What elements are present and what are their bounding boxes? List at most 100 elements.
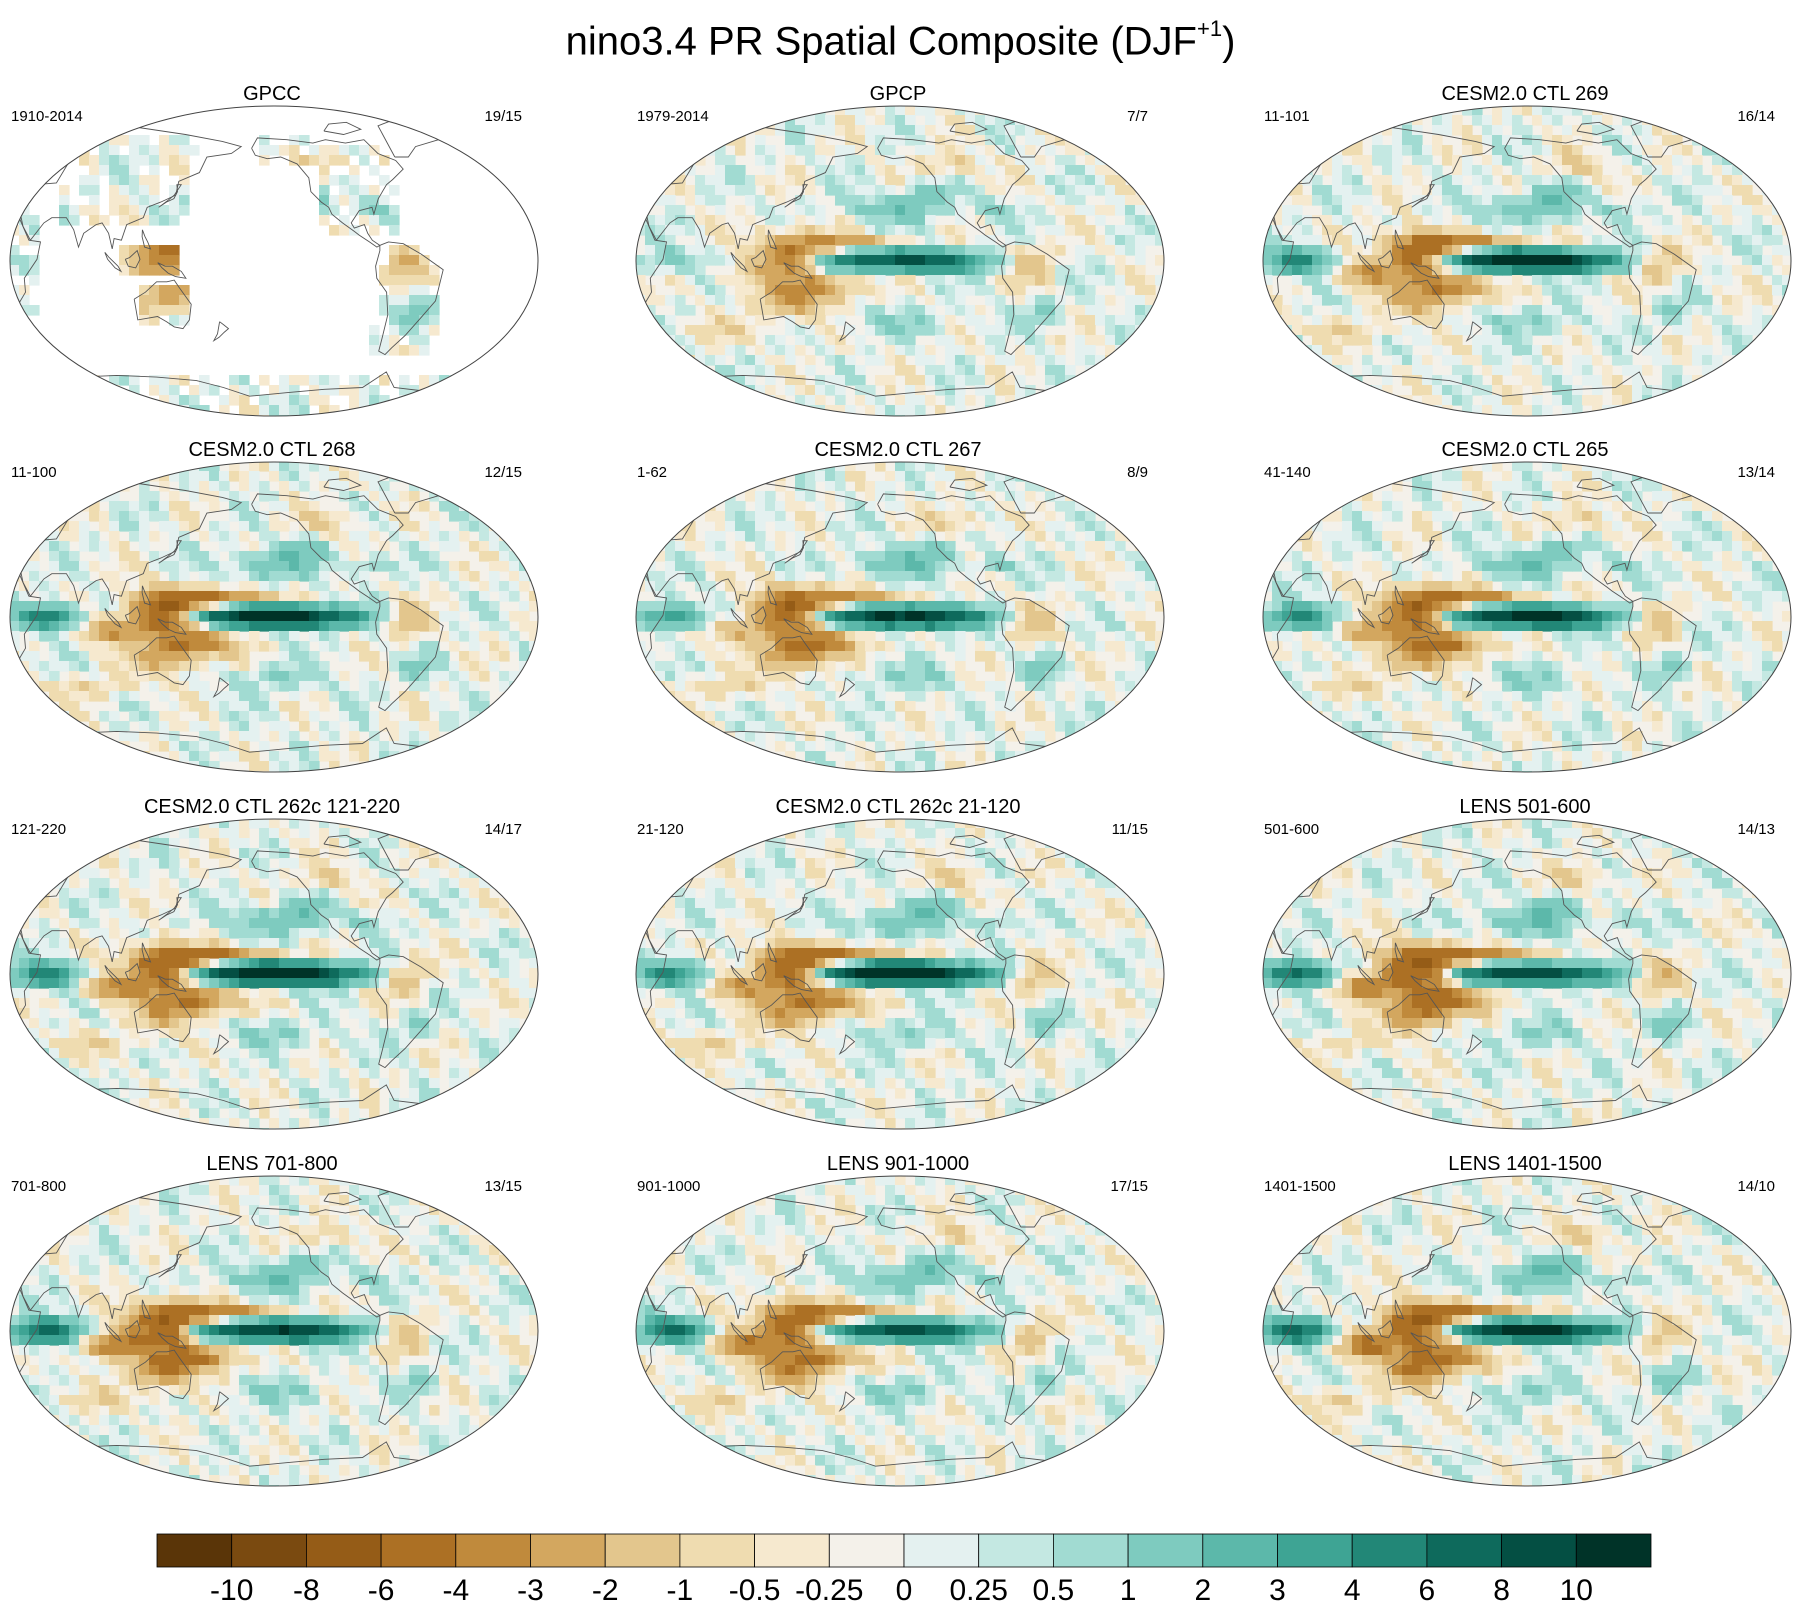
field-cell [1482, 225, 1493, 236]
field-cell [675, 285, 686, 296]
field-cell [1452, 275, 1463, 286]
field-cell [129, 145, 140, 156]
field-cell [1552, 205, 1563, 216]
field-cell [179, 751, 190, 762]
field-cell [199, 711, 210, 722]
field-cell [805, 551, 816, 562]
field-cell [249, 691, 260, 702]
field-cell [129, 551, 140, 562]
field-cell [845, 115, 856, 126]
field-cell [865, 305, 876, 316]
field-cell [499, 551, 510, 562]
field-cell [1015, 275, 1026, 286]
field-cell [765, 561, 776, 572]
field-cell [1732, 355, 1743, 366]
field-cell [1752, 215, 1763, 226]
field-cell [229, 681, 240, 692]
field-cell [1292, 195, 1303, 206]
field-cell [19, 295, 30, 306]
field-cell [439, 661, 450, 672]
field-cell [745, 591, 756, 602]
field-cell [805, 115, 816, 126]
field-cell [1015, 491, 1026, 502]
field-cell [1442, 185, 1453, 196]
field-cell [945, 561, 956, 572]
field-cell [1392, 395, 1403, 406]
field-cell [1652, 255, 1663, 266]
field-cell [219, 481, 230, 492]
field-cell [705, 385, 716, 396]
field-cell [99, 771, 110, 772]
field-cell [905, 325, 916, 336]
field-cell [925, 235, 936, 246]
field-cell [1602, 135, 1613, 146]
field-cell [429, 621, 440, 632]
field-cell [39, 661, 50, 672]
field-cell [1702, 115, 1713, 126]
field-cell [409, 265, 420, 276]
field-cell [755, 531, 766, 542]
field-cell [885, 115, 896, 126]
coastline-sumatra [104, 608, 123, 629]
field-cell [1125, 155, 1136, 166]
field-cell [1382, 165, 1393, 176]
field-cell [299, 661, 310, 672]
field-cell [1752, 235, 1763, 246]
field-cell [1145, 215, 1156, 226]
field-cell [1342, 115, 1353, 126]
field-cell [865, 155, 876, 166]
field-cell [955, 195, 966, 206]
field-cell [1632, 155, 1643, 166]
field-cell [349, 741, 360, 752]
field-cell [1622, 155, 1633, 166]
field-cell [1732, 225, 1743, 236]
field-cell [59, 395, 70, 406]
field-cell [319, 581, 330, 592]
field-cell [259, 671, 270, 682]
field-cell [409, 771, 420, 772]
field-cell [705, 375, 716, 386]
field-cell [1652, 115, 1663, 126]
coastline-asia [18, 483, 243, 606]
field-cell [925, 205, 936, 216]
field-cell [835, 115, 846, 126]
field-cell [1622, 365, 1633, 376]
field-cell [1382, 285, 1393, 296]
field-cell [49, 631, 60, 642]
field-cell [279, 731, 290, 742]
field-cell [269, 711, 280, 722]
field-cell [149, 155, 160, 166]
field-cell [1005, 611, 1016, 622]
field-cell [359, 741, 370, 752]
field-cell [935, 405, 946, 416]
field-cell [1652, 165, 1663, 176]
field-cell [915, 621, 926, 632]
field-cell [955, 325, 966, 336]
field-cell [89, 405, 100, 416]
field-cell [1632, 335, 1643, 346]
field-cell [1422, 405, 1433, 416]
field-cell [1332, 335, 1343, 346]
field-cell [955, 235, 966, 246]
field-cell [1125, 325, 1136, 336]
field-cell [1652, 215, 1663, 226]
field-cell [419, 761, 430, 772]
field-cell [249, 601, 260, 612]
field-cell [209, 651, 220, 662]
field-cell [1492, 205, 1503, 216]
field-cell [289, 671, 300, 682]
field-cell [1025, 561, 1036, 572]
field-cell [119, 501, 130, 512]
field-cell [1602, 345, 1613, 356]
field-cell [399, 345, 410, 356]
field-cell [855, 155, 866, 166]
field-cell [1292, 205, 1303, 216]
field-cell [59, 641, 70, 652]
field-cell [209, 385, 220, 396]
field-cell [129, 531, 140, 542]
field-cell [179, 285, 190, 296]
field-cell [269, 591, 280, 602]
field-cell [409, 701, 420, 712]
field-cell [855, 195, 866, 206]
field-cell [1722, 305, 1733, 316]
